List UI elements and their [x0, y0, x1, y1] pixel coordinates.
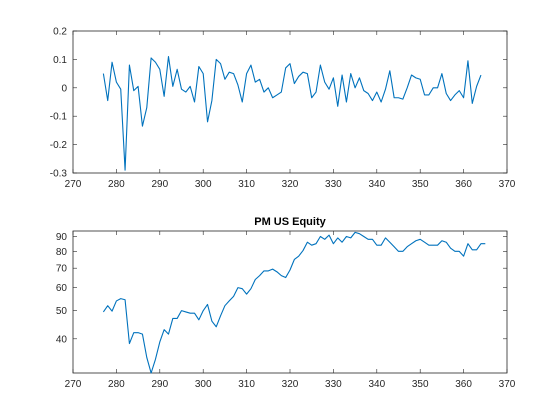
- axes-bottom-ytick-label: 50: [56, 306, 68, 317]
- axes-bottom-xtick-label: 320: [282, 379, 299, 390]
- axes-bottom-series-line: [102, 231, 486, 374]
- axes-bottom-xtick-label: 280: [108, 379, 125, 390]
- axes-top-ytick-label: -0.2: [50, 140, 68, 151]
- chart-title: PM US Equity: [254, 216, 326, 228]
- axes-bottom-ytick-label: 40: [56, 334, 68, 345]
- axes-bottom-ytick-label: 60: [56, 283, 68, 294]
- axes-bottom-xtick-label: 270: [65, 379, 82, 390]
- axes-top-xtick-label: 330: [325, 179, 342, 190]
- axes-top-ytick-label: -0.3: [50, 169, 68, 180]
- axes-bottom-xtick-label: 290: [151, 379, 168, 390]
- axes-bottom-tick-labels: 270 280 290 300 310 320 330 340 350 360 370 40 50 60 7…: [56, 232, 516, 390]
- axes-top-xtick-label: 290: [151, 179, 168, 190]
- axes-top-ytick-label: -0.1: [50, 112, 68, 123]
- axes-top-tick-labels: 270 280 290 300 310 320 330 340 350 360 370 -0.3 -0.…: [50, 27, 516, 191]
- axes-bottom: PM US Equity 270 280 290 300 310 320 330 340 350…: [56, 216, 516, 390]
- axes-top-xtick-label: 300: [195, 179, 212, 190]
- axes-bottom-ytick-label: 90: [56, 232, 68, 243]
- axes-top-xtick-label: 280: [108, 179, 125, 190]
- axes-top-ytick-label: 0.1: [53, 55, 67, 66]
- axes-bottom-xtick-label: 350: [412, 379, 429, 390]
- axes-top-xtick-label: 350: [412, 179, 429, 190]
- axes-bottom-box: [72, 230, 508, 374]
- axes-bottom-xtick-label: 330: [325, 379, 342, 390]
- axes-bottom-xtick-label: 370: [499, 379, 516, 390]
- axes-bottom-xtick-label: 360: [455, 379, 472, 390]
- axes-bottom-ytick-label: 80: [56, 247, 68, 258]
- axes-top-xtick-label: 340: [368, 179, 385, 190]
- axes-bottom-xtick-label: 340: [368, 379, 385, 390]
- axes-bottom-ticks: [72, 231, 508, 373]
- axes-top: 270 280 290 300 310 320 330 340 350 360 370 -0.3 -0.…: [50, 27, 516, 191]
- axes-top-xtick-label: 320: [282, 179, 299, 190]
- axes-top-xtick-label: 360: [455, 179, 472, 190]
- axes-bottom-ytick-label: 70: [56, 264, 68, 275]
- axes-top-box: [72, 30, 508, 174]
- axes-top-ticks: [72, 30, 508, 174]
- axes-top-series: [102, 56, 482, 171]
- axes-top-xtick-label: 270: [65, 179, 82, 190]
- axes-bottom-series: [102, 231, 486, 374]
- axes-top-xtick-label: 370: [499, 179, 516, 190]
- axes-top-ytick-label: 0.2: [53, 27, 67, 38]
- axes-top-xtick-label: 310: [238, 179, 255, 190]
- axes-top-ytick-label: 0: [61, 83, 67, 94]
- axes-bottom-xtick-label: 310: [238, 379, 255, 390]
- axes-bottom-xtick-label: 300: [195, 379, 212, 390]
- axes-top-series-line: [102, 56, 482, 171]
